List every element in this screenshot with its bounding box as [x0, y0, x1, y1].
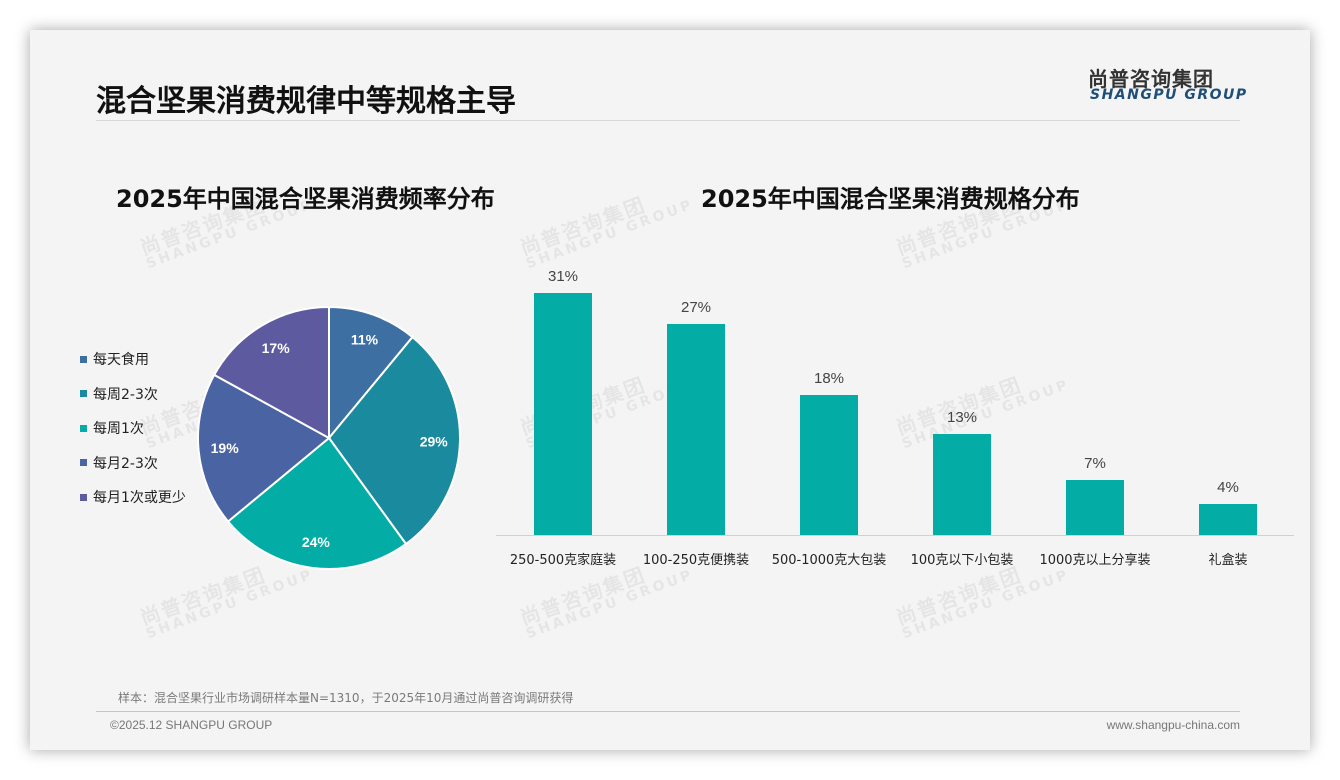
legend-label: 每周1次	[93, 421, 144, 438]
pie-legend: 每天食用每周2-3次 每周1次每月2-3次每月1次或更少	[80, 342, 186, 515]
bar	[933, 433, 991, 535]
bar-category-label: 500-1000克大包装	[771, 553, 887, 568]
x-axis-line	[496, 535, 1294, 536]
title-divider	[96, 120, 1240, 121]
bar-value-label: 18%	[813, 369, 845, 387]
logo-chinese: 尚普咨询集团	[1088, 67, 1214, 91]
legend-item: 每周1次	[80, 411, 186, 446]
pie-slice-label: 17%	[262, 340, 291, 356]
bar-category-label: 250-500克家庭装	[509, 553, 617, 568]
bar-value-label: 13%	[946, 408, 978, 426]
pie-slice-label: 29%	[420, 433, 449, 449]
pie-chart: 11% 29% 24% 19% 17%	[197, 305, 461, 570]
pie-slice-label: 19%	[211, 440, 240, 456]
pie-chart-title: 2025年中国混合坚果消费频率分布	[116, 185, 495, 213]
pie-slice	[212, 305, 330, 440]
legend-item: 每月1次或更少	[80, 480, 186, 515]
pie-slice	[226, 436, 408, 570]
pie-slice	[328, 305, 414, 441]
legend-swatch	[80, 493, 87, 501]
website-link[interactable]: www.shangpu-china.com	[1106, 718, 1240, 732]
bar-value-label: 4%	[1217, 478, 1239, 496]
legend-swatch	[80, 390, 87, 398]
legend-swatch	[80, 424, 87, 432]
pie-slice-label: 24%	[302, 534, 331, 550]
pie-slice-label: 11%	[351, 331, 379, 347]
pie-slice	[197, 373, 331, 523]
bar	[1066, 480, 1124, 535]
legend-swatch	[80, 459, 87, 467]
bar-chart-title: 2025年中国混合坚果消费规格分布	[701, 185, 1080, 213]
logo-english: SHANGPU GROUP	[1090, 87, 1248, 103]
footer-divider	[96, 711, 1240, 712]
bar-category-label: 100-250克便携装	[642, 553, 750, 568]
bar	[667, 324, 725, 535]
legend-label: 每月1次或更少	[93, 490, 186, 507]
bar-value-label: 7%	[1084, 455, 1106, 473]
bar-category-label: 礼盒装	[1208, 553, 1248, 568]
legend-label: 每天食用	[93, 352, 149, 369]
legend-item: 每天食用	[80, 342, 186, 377]
bar-value-label: 31%	[547, 268, 579, 286]
sample-note: 样本：混合坚果行业市场调研样本量N=1310，于2025年10月通过尚普咨询调研…	[118, 691, 574, 705]
legend-item: 每月2-3次	[80, 446, 186, 481]
bar	[800, 394, 858, 535]
bar-value-label: 27%	[680, 299, 712, 317]
legend-item: 每周2-3次	[80, 377, 186, 412]
bar-category-label: 1000克以上分享装	[1039, 553, 1151, 568]
bar	[1199, 503, 1257, 535]
copyright: ©2025.12 SHANGPU GROUP	[110, 718, 273, 732]
slide: 混合坚果消费规律中等规格主导 尚普咨询集团 SHANGPU GROUP 尚普咨询…	[30, 30, 1310, 750]
legend-swatch	[80, 355, 87, 363]
bar	[534, 293, 592, 535]
legend-label: 每周2-3次	[93, 386, 158, 403]
bar-category-label: 100克以下小包装	[910, 553, 1014, 568]
legend-label: 每月2-3次	[93, 455, 158, 472]
page-title: 混合坚果消费规律中等规格主导	[96, 84, 516, 119]
pie-slice	[327, 335, 461, 546]
